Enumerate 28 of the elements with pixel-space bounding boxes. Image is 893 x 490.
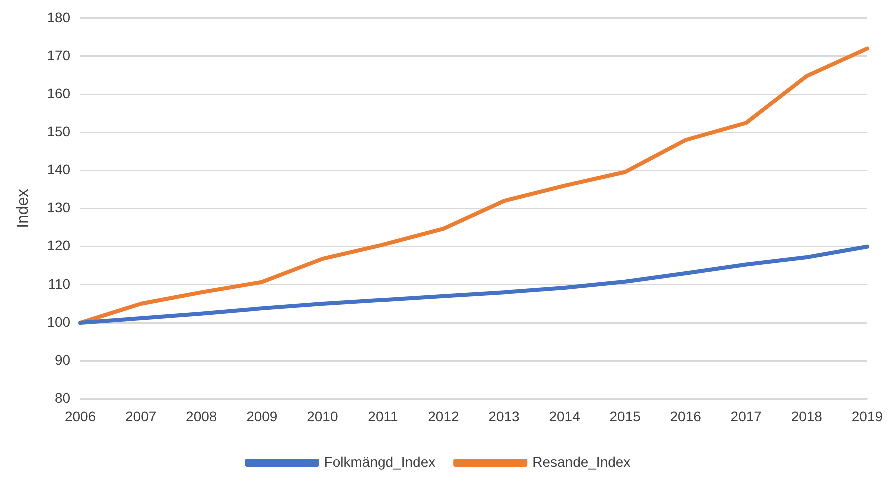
- x-tick-label: 2013: [488, 408, 520, 424]
- x-tick-label: 2010: [307, 408, 338, 424]
- legend-label: Resande_Index: [532, 454, 631, 470]
- y-tick-label: 90: [54, 352, 71, 368]
- x-tick-label: 2011: [368, 408, 398, 424]
- x-tick-label: 2015: [610, 408, 642, 424]
- y-tick-label: 160: [47, 85, 71, 102]
- x-tick-label: 2007: [126, 408, 157, 424]
- x-tick-label: 2008: [186, 408, 218, 424]
- x-tick-label: 2014: [549, 408, 581, 424]
- y-tick-label: 100: [47, 314, 71, 330]
- x-tick-label: 2019: [852, 408, 884, 424]
- y-tick-label: 150: [47, 124, 71, 140]
- x-tick-label: 2017: [730, 408, 762, 424]
- x-tick-label: 2006: [64, 408, 96, 424]
- y-tick-label: 110: [48, 276, 71, 292]
- legend-label: Folkmängd_Index: [324, 454, 436, 470]
- x-tick-label: 2018: [791, 408, 823, 424]
- y-tick-label: 140: [47, 162, 71, 178]
- y-tick-label: 170: [47, 47, 71, 64]
- y-tick-label: 120: [47, 238, 71, 254]
- x-tick-label: 2012: [428, 408, 460, 424]
- x-tick-label: 2016: [670, 408, 702, 424]
- y-axis-title: Index: [15, 189, 32, 228]
- y-tick-label: 80: [54, 390, 71, 406]
- y-tick-label: 180: [47, 9, 71, 26]
- x-tick-label: 2009: [246, 408, 278, 424]
- y-tick-label: 130: [47, 200, 71, 216]
